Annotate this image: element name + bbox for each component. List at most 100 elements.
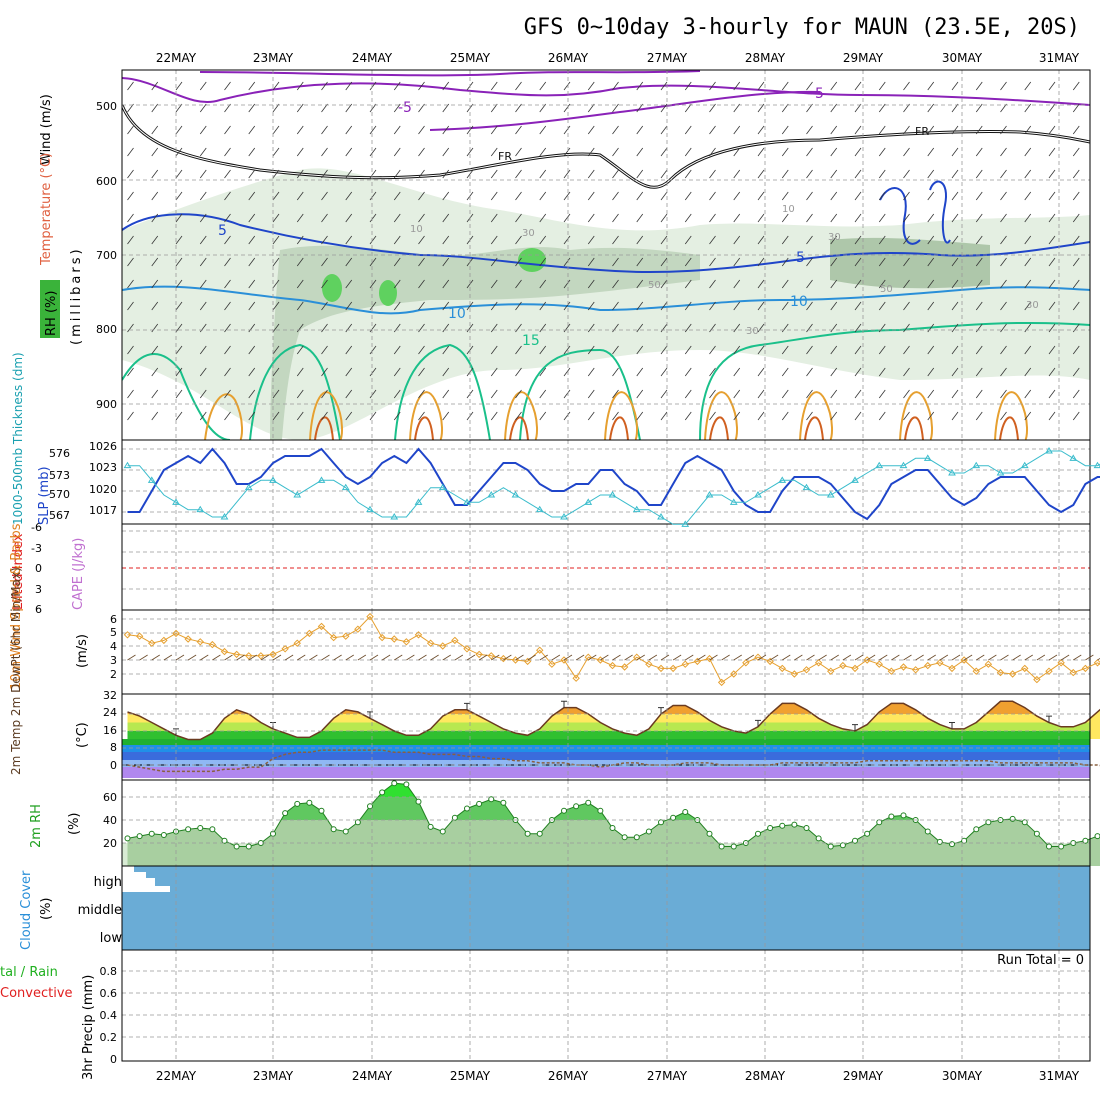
upper-barb: [199, 235, 207, 245]
upper-panel: [122, 70, 1090, 440]
ytick-p-08: 0.8: [100, 965, 118, 978]
upper-barb: [151, 279, 159, 289]
wind10-barb: [539, 654, 548, 661]
upper-barb: [175, 367, 183, 377]
upper-barb: [539, 323, 547, 333]
wind10-point: [184, 635, 192, 643]
upper-barb: [127, 279, 134, 289]
wind10-point: [754, 653, 762, 661]
upper-barb: [127, 345, 134, 355]
upper-barb: [709, 235, 716, 245]
upper-barb: [490, 323, 498, 333]
upper-barb: [1048, 169, 1056, 179]
wind10-barb: [527, 654, 536, 661]
wind10-barb: [927, 654, 936, 661]
thickness-point: [535, 505, 544, 513]
upper-barb: [903, 169, 910, 179]
upper-barb: [151, 103, 159, 113]
upper-barb: [709, 103, 716, 113]
upper-barb: [951, 147, 959, 157]
upper-barb: [636, 213, 644, 223]
thickness-point: [414, 498, 423, 505]
thickness-point: [729, 498, 738, 505]
upper-barb: [539, 389, 547, 399]
upper-barb: [539, 147, 547, 157]
upper-barb: [224, 301, 231, 311]
rh-point: [403, 781, 410, 788]
upper-barb: [199, 301, 207, 311]
wind10-barb: [709, 654, 718, 661]
thickness-point: [681, 520, 690, 527]
upper-barb: [878, 367, 886, 377]
rh-spot-1: [322, 274, 342, 302]
upper-barb: [369, 257, 377, 267]
upper-barb: [563, 411, 571, 421]
date-top-27MAY: 27MAY: [647, 51, 688, 65]
upper-barb: [515, 411, 522, 421]
upper-barb: [515, 213, 522, 223]
upper-barb: [1048, 323, 1056, 333]
upper-barb: [757, 345, 765, 355]
wind10-point: [851, 664, 859, 673]
rh-point: [585, 799, 592, 806]
upper-barb: [612, 301, 619, 311]
upper-barb: [345, 301, 353, 311]
upper-barb: [587, 169, 595, 179]
label-rh-30-a: 30: [522, 228, 535, 239]
upper-barb: [636, 169, 644, 179]
series: [123, 447, 1100, 687]
label-minus5-b: -5: [810, 86, 824, 102]
upper-barb: [660, 191, 668, 201]
rh-point: [306, 799, 313, 806]
upper-barb: [927, 323, 935, 333]
upper-barb: [684, 301, 692, 311]
upper-barb: [878, 169, 886, 179]
upper-barb: [418, 147, 425, 157]
wind10-barb: [478, 654, 488, 661]
upper-barb: [975, 411, 983, 421]
upper-barb: [684, 411, 692, 421]
upper-barb: [1072, 411, 1080, 421]
upper-barb: [321, 279, 328, 289]
upper-barb: [781, 279, 789, 289]
wind10-barb: [600, 654, 609, 661]
upper-barb: [345, 235, 353, 245]
wind10-point: [245, 652, 253, 660]
upper-barb: [1000, 301, 1007, 311]
upper-barb: [612, 147, 619, 157]
upper-barb: [781, 257, 789, 267]
ytick-rh-20: 20: [103, 837, 117, 850]
upper-barb: [296, 191, 304, 201]
upper-barb: [806, 147, 813, 157]
upper-barb: [321, 257, 328, 267]
upper-barb: [709, 125, 716, 135]
upper-barb: [151, 301, 159, 311]
upper-barb: [684, 169, 692, 179]
upper-barb: [490, 279, 498, 289]
upper-barb: [563, 301, 571, 311]
ytick-t-0: 0: [110, 759, 117, 772]
upper-barb: [127, 235, 134, 245]
upper-barb: [1072, 367, 1080, 377]
wind10-point: [305, 629, 314, 638]
thickness-point: [705, 491, 714, 498]
upper-barb: [1024, 323, 1032, 333]
label-slp: SLP (mb): [37, 466, 52, 525]
upper-barb: [612, 411, 619, 421]
thickness-point: [244, 483, 253, 491]
upper-barb: [296, 235, 304, 245]
upper-barb: [709, 323, 716, 333]
wind10-point: [645, 660, 653, 668]
ytick-t-32: 32: [103, 689, 117, 702]
label-5-a: 5: [218, 223, 227, 239]
wind10-barb: [672, 654, 682, 661]
upper-barb: [587, 257, 595, 267]
upper-barb: [878, 389, 886, 399]
chart-title: GFS 0~10day 3-hourly for MAUN (23.5E, 20…: [524, 15, 1080, 40]
upper-barb: [248, 389, 256, 399]
upper-barb: [878, 323, 886, 333]
upper-barb: [1000, 279, 1007, 289]
wind10-point: [257, 652, 265, 660]
rh-point: [803, 825, 810, 832]
upper-barb: [393, 169, 401, 179]
